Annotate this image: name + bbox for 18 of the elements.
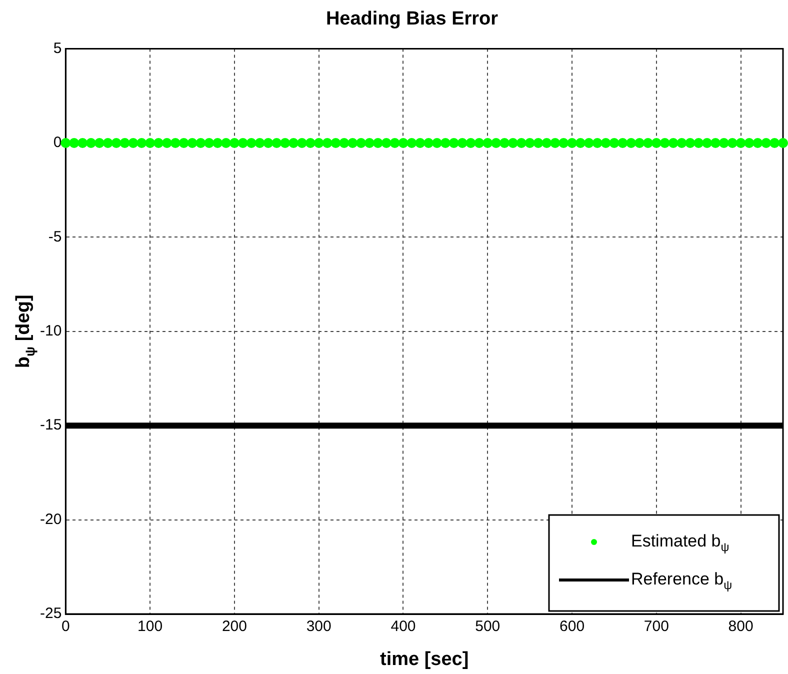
y-tick-label: -5 [48, 228, 62, 246]
x-tick-label: 100 [138, 618, 163, 636]
y-tick-label: 0 [53, 134, 62, 152]
y-axis-title: bψ [deg] [13, 294, 38, 368]
x-axis-title: time [sec] [380, 649, 469, 670]
x-tick-label: 200 [222, 618, 247, 636]
y-tick-label: -25 [40, 605, 62, 622]
y-tick-label: 5 [53, 40, 62, 57]
x-tick-label: 400 [390, 618, 416, 636]
y-tick-label: -15 [40, 416, 62, 434]
x-tick-label: 800 [728, 618, 754, 636]
x-tick-label: 300 [306, 618, 332, 636]
chart-title: Heading Bias Error [326, 8, 499, 30]
y-tick-label: -10 [40, 322, 62, 340]
x-tick-label: 500 [475, 618, 500, 636]
x-tick-label: 700 [644, 618, 669, 636]
x-tick-label: 600 [560, 618, 585, 636]
y-tick-label: -20 [40, 510, 62, 528]
